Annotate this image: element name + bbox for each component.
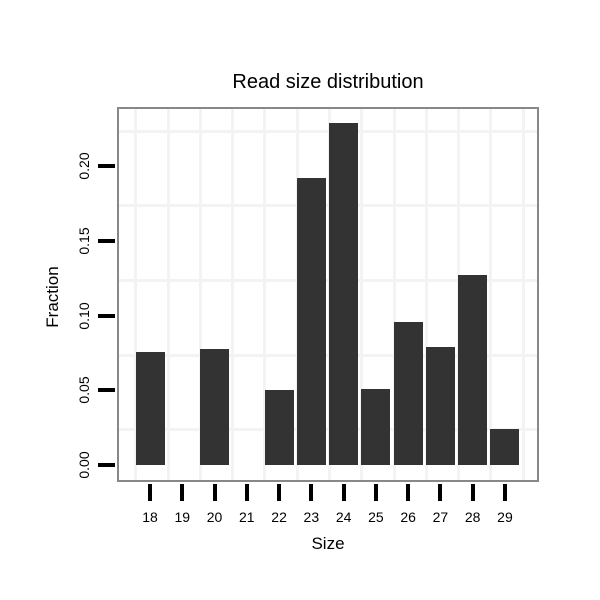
x-tick xyxy=(502,484,507,501)
y-tick-label: 0.00 xyxy=(76,451,92,479)
gridline-vertical xyxy=(392,109,396,480)
x-tick-label: 27 xyxy=(432,509,449,525)
bar-size-27 xyxy=(425,347,455,465)
gridline-vertical xyxy=(231,109,235,480)
x-axis-title: Size xyxy=(311,534,345,553)
y-tick xyxy=(98,313,115,318)
gridline-horizontal xyxy=(119,204,537,208)
gridline-vertical xyxy=(166,109,170,480)
x-tick xyxy=(309,484,314,501)
y-axis-title: Fraction xyxy=(43,266,62,328)
gridline-vertical xyxy=(134,109,138,480)
gridline-horizontal xyxy=(119,129,537,133)
bar-size-29 xyxy=(490,429,520,465)
x-tick xyxy=(180,484,185,501)
x-tick-label: 18 xyxy=(142,509,158,525)
x-tick-label: 25 xyxy=(368,509,384,525)
bar-size-24 xyxy=(329,123,359,465)
x-tick xyxy=(373,484,378,501)
x-tick-label: 24 xyxy=(335,509,352,525)
gridline-vertical xyxy=(263,109,267,480)
bar-size-25 xyxy=(361,388,391,465)
x-tick xyxy=(406,484,411,501)
y-tick-label: 0.15 xyxy=(76,227,92,255)
plot-panel xyxy=(117,107,539,482)
gridline-horizontal xyxy=(119,428,537,432)
bar-size-26 xyxy=(393,321,423,465)
x-tick-label: 21 xyxy=(239,509,255,525)
gridline-vertical xyxy=(521,109,525,480)
x-tick xyxy=(244,484,249,501)
y-tick-label: 0.20 xyxy=(76,152,92,181)
y-tick xyxy=(98,239,115,244)
x-tick xyxy=(341,484,346,501)
x-tick-label: 22 xyxy=(271,509,287,525)
bar-size-20 xyxy=(200,348,230,465)
x-tick-label: 26 xyxy=(400,509,416,525)
gridline-vertical xyxy=(360,109,364,480)
x-tick xyxy=(212,484,217,501)
x-tick-label: 28 xyxy=(464,509,481,525)
gridline-vertical xyxy=(489,109,493,480)
bar-size-22 xyxy=(264,390,294,465)
gridline-vertical xyxy=(424,109,428,480)
y-tick-label: 0.10 xyxy=(76,302,92,330)
x-tick-label: 23 xyxy=(303,509,320,525)
x-tick xyxy=(470,484,475,501)
y-tick-label: 0.05 xyxy=(76,376,92,404)
gridline-horizontal xyxy=(119,278,537,282)
gridline-vertical xyxy=(198,109,202,480)
x-tick-label: 29 xyxy=(497,509,513,525)
x-tick xyxy=(277,484,282,501)
chart-title: Read size distribution xyxy=(232,71,424,93)
x-tick xyxy=(438,484,443,501)
y-tick xyxy=(98,463,115,467)
y-tick xyxy=(98,164,115,169)
y-tick xyxy=(98,388,115,393)
x-tick-label: 19 xyxy=(174,509,191,525)
bar-size-18 xyxy=(135,351,165,465)
bar-size-23 xyxy=(296,178,326,465)
x-tick xyxy=(148,484,152,501)
gridline-horizontal xyxy=(119,353,537,357)
x-tick-label: 20 xyxy=(206,509,223,525)
bar-size-28 xyxy=(458,275,488,465)
